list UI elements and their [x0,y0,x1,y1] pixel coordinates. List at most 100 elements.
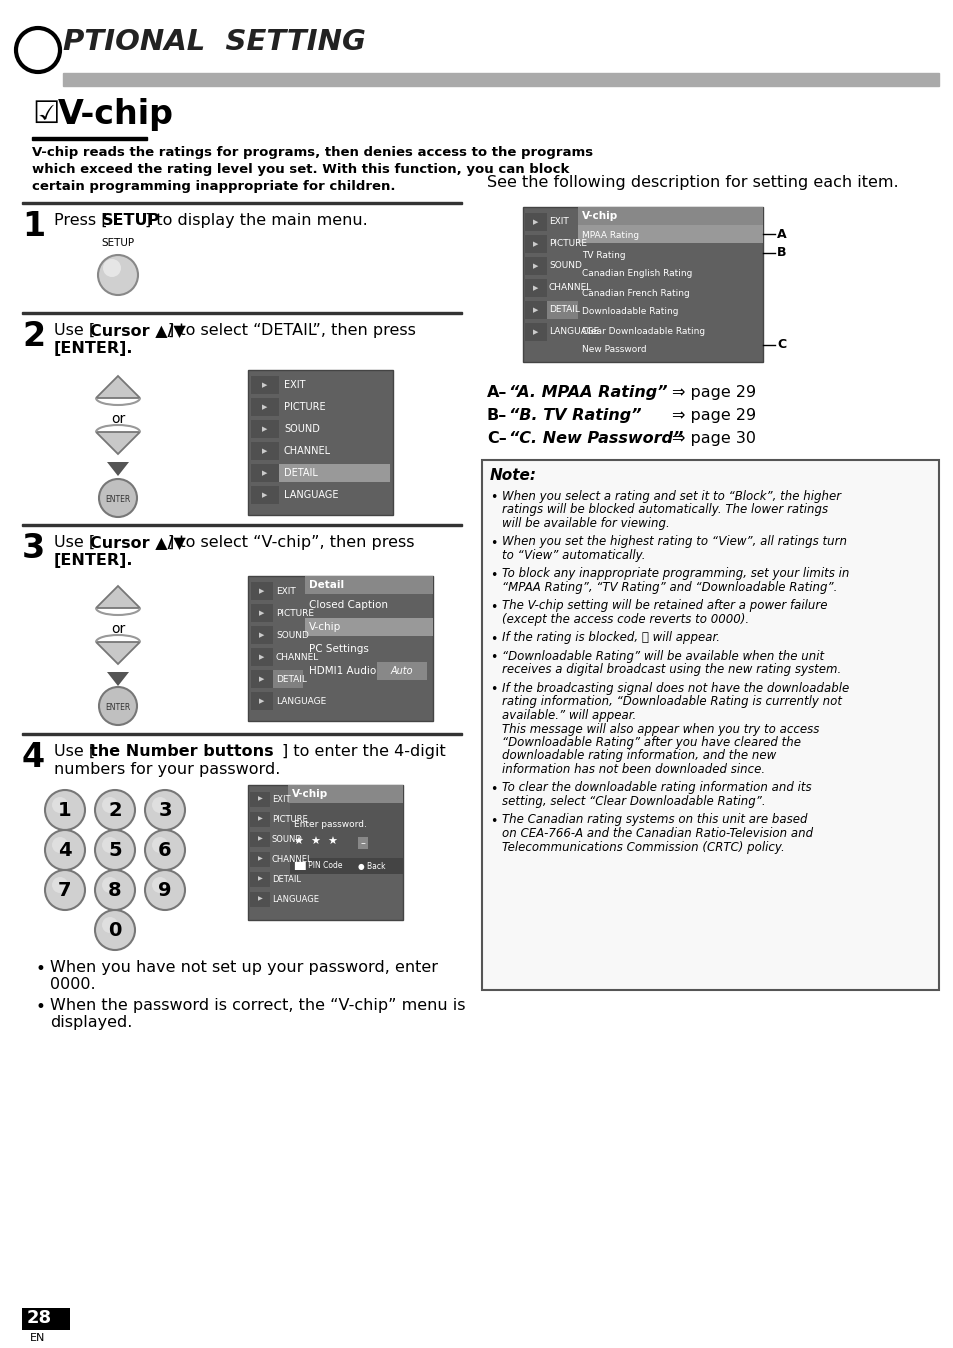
Text: available.” will appear.: available.” will appear. [501,709,636,723]
Text: When you have not set up your password, enter: When you have not set up your password, … [50,960,437,975]
Bar [250,892,270,907]
Text: CHANNEL: CHANNEL [272,855,313,864]
Text: Closed Caption: Closed Caption [309,600,388,611]
Bar [22,202,461,204]
Text: ⇒ page 30: ⇒ page 30 [671,431,755,446]
Bar [250,811,270,828]
Circle shape [102,917,118,933]
Circle shape [152,837,168,853]
Text: Enter password.: Enter password. [294,820,367,829]
Bar [248,785,402,919]
Circle shape [95,869,135,910]
Text: Use [: Use [ [54,324,95,338]
Text: 4: 4 [22,741,45,774]
Bar [250,793,270,807]
Text: SETUP: SETUP [102,213,160,228]
Circle shape [95,830,135,869]
Bar [251,464,278,483]
Text: will be available for viewing.: will be available for viewing. [501,518,669,530]
Circle shape [152,878,168,892]
Text: CHANNEL: CHANNEL [284,446,331,456]
Text: •: • [490,569,497,581]
Text: Use [: Use [ [54,535,95,550]
Text: To clear the downloadable rating information and its: To clear the downloadable rating informa… [501,782,811,794]
Text: ] to select “V-chip”, then press: ] to select “V-chip”, then press [168,535,414,550]
Text: 1: 1 [58,802,71,821]
Text: ⇒ page 29: ⇒ page 29 [671,386,756,400]
Text: downloadable rating information, and the new: downloadable rating information, and the… [501,749,776,763]
Bar [290,857,402,874]
Text: 28: 28 [27,1309,52,1326]
Bar [250,872,270,887]
Text: V-chip: V-chip [292,789,328,799]
Text: “C. New Password”: “C. New Password” [509,431,682,446]
Text: 5: 5 [108,841,122,860]
Text: DETAIL: DETAIL [284,468,317,479]
Text: Cursor ▲/▼: Cursor ▲/▼ [90,535,186,550]
Bar [524,279,546,297]
Text: ▶: ▶ [262,492,268,497]
Bar [251,421,278,438]
Text: •: • [490,814,497,828]
Text: 2: 2 [22,319,45,353]
Text: SOUND: SOUND [272,834,302,844]
Circle shape [45,790,85,830]
Bar [63,73,938,86]
Text: SOUND: SOUND [275,631,309,639]
Bar [250,852,270,867]
Text: numbers for your password.: numbers for your password. [54,762,280,776]
Polygon shape [96,586,140,608]
Bar [376,662,427,679]
Bar [288,785,402,803]
Bar [524,324,546,341]
Bar [251,398,278,417]
Text: setting, select “Clear Downloadable Rating”.: setting, select “Clear Downloadable Rati… [501,795,765,807]
Bar [305,576,433,594]
Polygon shape [96,431,140,454]
Text: •: • [490,600,497,613]
Text: DETAIL: DETAIL [275,674,307,683]
Circle shape [52,797,68,813]
Bar [251,604,273,621]
Bar [524,235,546,253]
Circle shape [152,797,168,813]
Text: ▶: ▶ [259,632,264,638]
Text: Use [: Use [ [54,744,95,759]
Text: “A. MPAA Rating”: “A. MPAA Rating” [509,386,667,400]
Circle shape [98,255,138,295]
Text: ▶: ▶ [259,654,264,661]
Text: ratings will be blocked automatically. The lower ratings: ratings will be blocked automatically. T… [501,504,827,516]
Text: [ENTER].: [ENTER]. [54,553,133,568]
Text: 7: 7 [58,882,71,900]
Text: •: • [490,632,497,646]
Text: PICTURE: PICTURE [284,402,325,412]
Text: A–: A– [486,386,507,400]
Text: ▶: ▶ [262,426,268,431]
Text: See the following description for setting each item.: See the following description for settin… [486,175,898,190]
Text: •: • [490,683,497,696]
Text: ★  ★  ★: ★ ★ ★ [294,837,337,847]
Text: ] to display the main menu.: ] to display the main menu. [145,213,367,228]
Polygon shape [96,376,140,398]
Text: When the password is correct, the “V-chip” menu is: When the password is correct, the “V-chi… [50,998,465,1012]
Circle shape [95,790,135,830]
Text: “Downloadable Rating” after you have cleared the: “Downloadable Rating” after you have cle… [501,736,801,749]
Bar [481,460,938,989]
Text: 4: 4 [58,841,71,860]
Text: LANGUAGE: LANGUAGE [272,895,318,903]
Text: LANGUAGE: LANGUAGE [275,697,326,705]
Text: •: • [490,537,497,550]
Text: ● Back: ● Back [357,861,385,871]
Text: EXIT: EXIT [284,380,305,390]
Text: This message will also appear when you try to access: This message will also appear when you t… [501,723,819,736]
Text: When you set the highest rating to “View”, all ratings turn: When you set the highest rating to “View… [501,535,846,549]
Text: 2: 2 [108,802,122,821]
Text: ▶: ▶ [259,698,264,704]
Text: ▶: ▶ [533,218,538,225]
Text: The Canadian rating systems on this unit are based: The Canadian rating systems on this unit… [501,813,806,826]
Text: displayed.: displayed. [50,1015,132,1030]
Text: ▶: ▶ [257,856,262,861]
Text: ▶: ▶ [262,470,268,476]
Bar [22,1308,70,1330]
Text: ☑: ☑ [32,100,59,129]
